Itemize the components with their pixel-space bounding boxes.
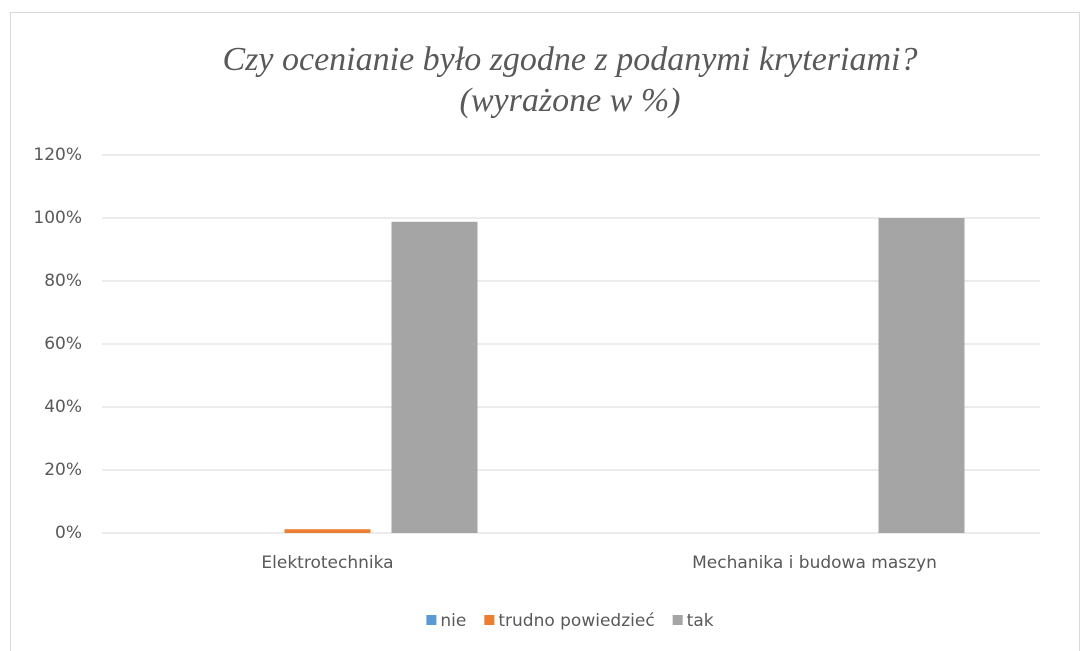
x-tick-label: Mechanika i budowa maszyn bbox=[692, 553, 937, 573]
chart-title: (wyrażone w %) bbox=[460, 82, 681, 119]
y-tick-label: 60% bbox=[44, 334, 82, 354]
y-tick-label: 80% bbox=[44, 271, 82, 291]
bar bbox=[284, 529, 371, 533]
y-tick-label: 120% bbox=[33, 145, 82, 165]
legend-swatch bbox=[484, 615, 495, 625]
y-tick-label: 40% bbox=[44, 397, 82, 417]
legend-swatch bbox=[672, 615, 683, 625]
legend-label: nie bbox=[440, 611, 466, 631]
legend-label: trudno powiedzieć bbox=[498, 611, 654, 631]
y-tick-label: 100% bbox=[33, 208, 82, 228]
bar bbox=[878, 218, 965, 533]
y-tick-label: 0% bbox=[55, 523, 82, 543]
chart-title: Czy ocenianie było zgodne z podanymi kry… bbox=[223, 41, 918, 78]
legend-swatch bbox=[426, 615, 437, 625]
y-tick-label: 20% bbox=[44, 460, 82, 480]
legend-label: tak bbox=[687, 611, 714, 631]
x-tick-label: Elektrotechnika bbox=[261, 553, 393, 573]
bar bbox=[391, 221, 478, 533]
